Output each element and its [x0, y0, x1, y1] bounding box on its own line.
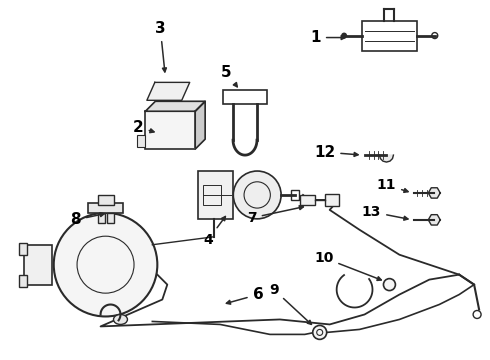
Circle shape — [384, 279, 395, 291]
Text: 12: 12 — [314, 145, 358, 159]
Polygon shape — [428, 215, 440, 225]
Bar — [24, 245, 52, 285]
Ellipse shape — [114, 315, 127, 324]
Text: 2: 2 — [133, 120, 154, 135]
Bar — [300, 195, 315, 205]
Text: 13: 13 — [362, 205, 408, 220]
Circle shape — [313, 325, 327, 339]
Text: 6: 6 — [226, 287, 263, 304]
Bar — [146, 111, 195, 149]
Bar — [88, 203, 123, 213]
Text: 10: 10 — [314, 251, 381, 280]
Polygon shape — [379, 155, 393, 162]
Text: 4: 4 — [203, 216, 225, 247]
Bar — [197, 171, 233, 219]
Polygon shape — [195, 101, 205, 149]
Bar — [223, 90, 267, 104]
Circle shape — [341, 32, 347, 39]
Polygon shape — [146, 101, 205, 111]
Text: 11: 11 — [377, 178, 408, 192]
Text: 7: 7 — [247, 206, 303, 225]
Text: 9: 9 — [269, 283, 312, 324]
Polygon shape — [428, 188, 440, 198]
Bar — [106, 213, 114, 223]
Polygon shape — [147, 82, 190, 100]
Text: 8: 8 — [71, 212, 104, 228]
Text: 3: 3 — [155, 21, 167, 72]
Bar — [19, 243, 27, 255]
Bar — [98, 213, 104, 223]
Bar — [203, 185, 220, 205]
Bar — [291, 190, 299, 200]
Text: 5: 5 — [221, 65, 237, 87]
Bar — [19, 275, 27, 287]
Bar — [325, 194, 339, 206]
Bar — [98, 195, 114, 205]
Text: 1: 1 — [311, 30, 345, 45]
Bar — [362, 21, 417, 50]
Circle shape — [54, 213, 157, 316]
Bar — [137, 135, 146, 147]
Circle shape — [233, 171, 281, 219]
